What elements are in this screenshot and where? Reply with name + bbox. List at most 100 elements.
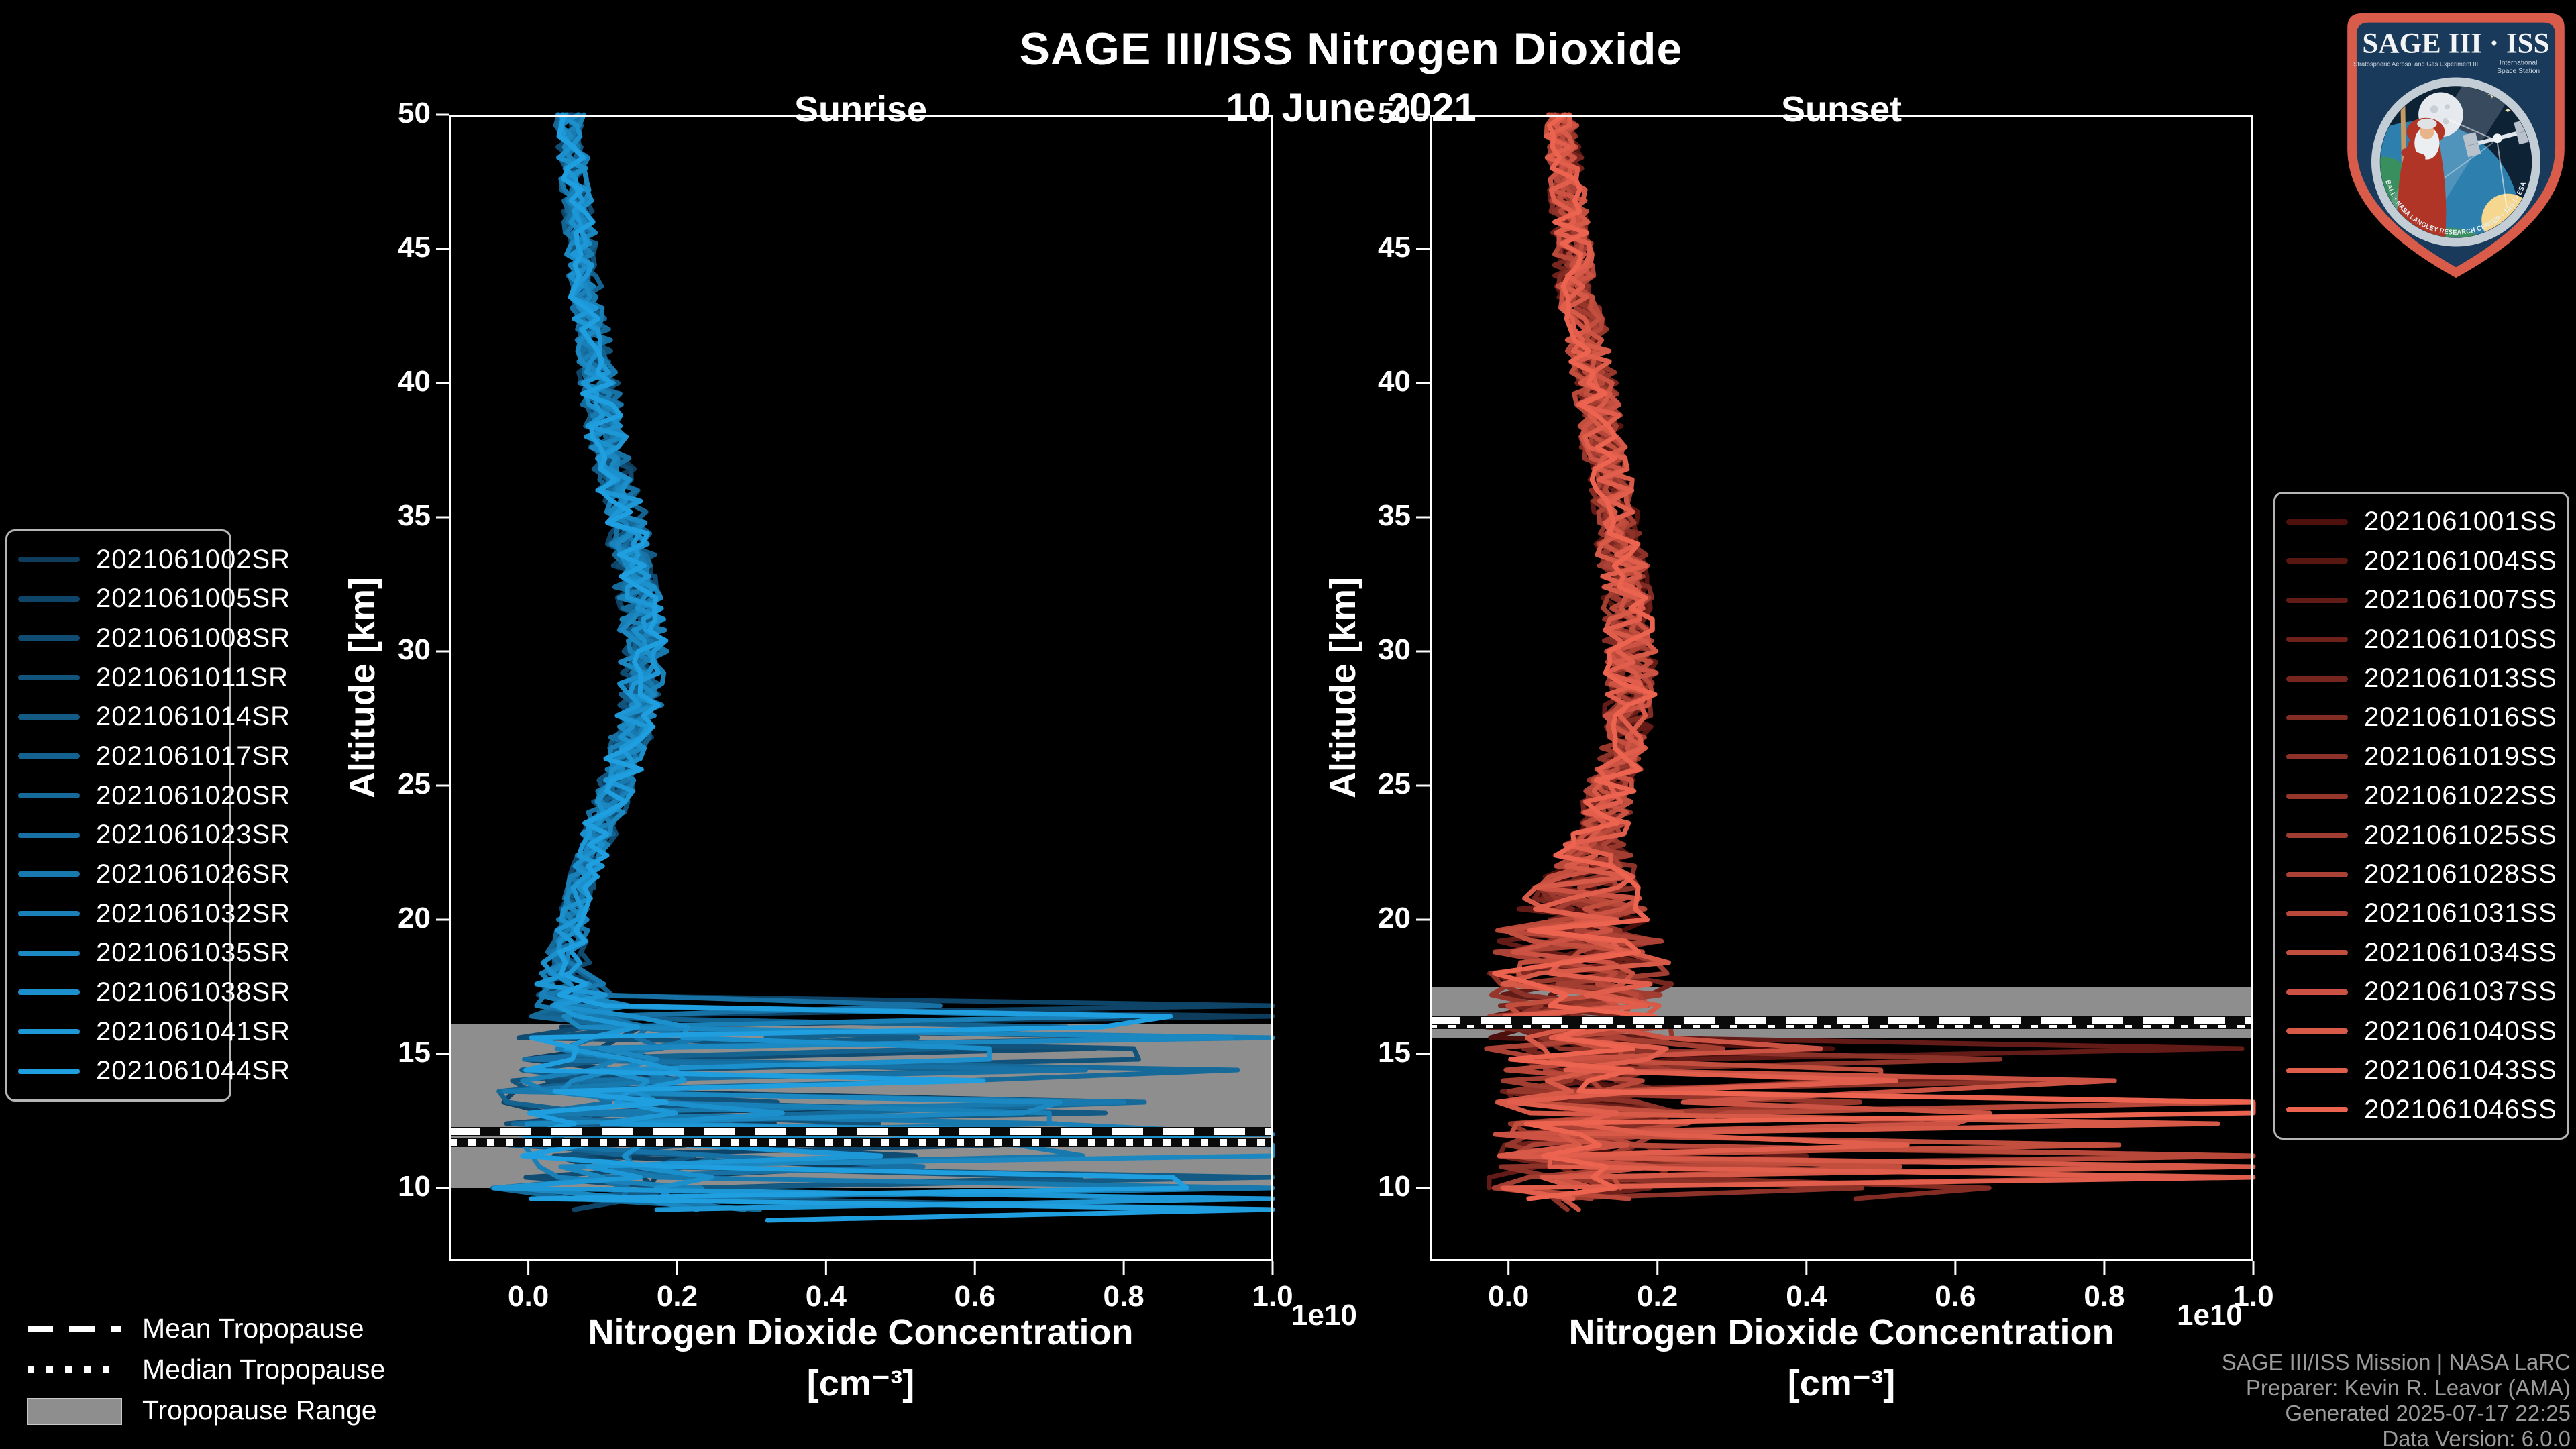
legend-item-2021061040SS: 2021061040SS [2275, 1016, 2567, 1046]
legend-label: 2021061037SS [2364, 977, 2557, 1007]
legend-label: 2021061013SS [2364, 663, 2557, 694]
legend-line-swatch [18, 675, 80, 681]
legend-item-2021061038SR: 2021061038SR [7, 977, 290, 1008]
legend-line-swatch [18, 911, 80, 917]
legend-item-2021061014SR: 2021061014SR [7, 702, 290, 732]
legend-label: 2021061041SR [96, 1016, 291, 1046]
legend-item-2021061007SS: 2021061007SS [2275, 585, 2567, 615]
tropopause-range-patch-icon [27, 1397, 122, 1425]
legend-line-swatch [2286, 1107, 2348, 1112]
legend-label: Median Tropopause [142, 1354, 386, 1385]
axes-spines [1430, 115, 2253, 1261]
legend-label: 2021061026SR [96, 859, 291, 889]
patch-title: SAGE III · ISS [2362, 28, 2549, 60]
legend-line-swatch [18, 635, 80, 641]
legend-label: 2021061022SS [2364, 781, 2557, 811]
y-tick-label: 40 [398, 365, 431, 398]
x-tick-label: 1.0 [2233, 1280, 2274, 1313]
legend-label: 2021061044SR [96, 1056, 291, 1086]
y-tick-label: 30 [1378, 633, 1411, 666]
patch-subtitle-left: Stratospheric Aerosol and Gas Experiment… [2353, 60, 2478, 67]
legend-label: 2021061014SR [96, 702, 291, 732]
arm [2401, 148, 2426, 162]
star-icon: ✦ [2504, 105, 2512, 115]
legend-line-swatch [18, 989, 80, 996]
y-tick-label: 25 [398, 767, 431, 800]
legend-label: 2021061017SR [96, 741, 291, 771]
footer-credits: SAGE III/ISS Mission | NASA LaRC Prepare… [1811, 1350, 2571, 1449]
legend-item-2021061011SR: 2021061011SR [7, 663, 288, 693]
legend-label: 2021061025SS [2364, 820, 2557, 850]
y-tick-label: 15 [398, 1036, 431, 1069]
footer-line-version: Data Version: 6.0.0 [2382, 1426, 2571, 1449]
footer-line-preparer: Preparer: Kevin R. Leavor (AMA) [2245, 1375, 2571, 1400]
moon-crater [2430, 105, 2438, 113]
x-tick-label: 0.4 [805, 1280, 847, 1313]
legend-label: Mean Tropopause [142, 1313, 364, 1344]
profile-line-2021061044SR [518, 112, 1275, 1223]
legend-line-swatch [2286, 558, 2348, 564]
legend-line-swatch [2286, 833, 2348, 839]
legend-line-swatch [2286, 910, 2348, 916]
legend-item-2021061037SS: 2021061037SS [2275, 977, 2567, 1007]
legend-item-2021061013SS: 2021061013SS [2275, 663, 2567, 694]
legend-label: 2021061011SR [96, 662, 289, 692]
legend-line-swatch [18, 793, 80, 799]
y-tick-label: 35 [398, 499, 431, 532]
y-tick-label: 10 [1378, 1170, 1411, 1203]
legend-line-swatch [2286, 597, 2348, 603]
legend-label: 2021061010SS [2364, 624, 2557, 654]
legend-item-2021061010SS: 2021061010SS [2275, 625, 2567, 655]
y-tick-label: 45 [1378, 231, 1411, 264]
legend-line-swatch [2286, 714, 2348, 720]
legend-line-swatch [18, 596, 80, 602]
legend-sunset-events: 2021061001SS 2021061004SS 2021061007SS 2021… [2273, 492, 2569, 1140]
legend-item-2021061017SR: 2021061017SR [7, 741, 290, 771]
legend-item-2021061002SR: 2021061002SR [7, 545, 290, 575]
legend-item-2021061035SR: 2021061035SR [7, 938, 290, 968]
y-tick-label: 50 [1378, 97, 1411, 129]
legend-line-swatch [18, 753, 80, 759]
moon-crater [2445, 104, 2451, 110]
legend-item-2021061004SS: 2021061004SS [2275, 546, 2567, 576]
legend-item-2021061043SS: 2021061043SS [2275, 1055, 2567, 1085]
x-tick-label: 0.0 [1488, 1280, 1529, 1313]
sunset-plot-area: 50 45 40 35 30 25 20 15 10 0.0 0.2 0.4 0.6 0.8 1.0 [1378, 97, 2274, 1313]
legend-label: 2021061038SR [96, 977, 291, 1007]
x-tick-label: 0.6 [954, 1280, 996, 1313]
legend-label: 2021061020SR [96, 780, 291, 810]
legend-label: 2021061034SS [2364, 937, 2557, 967]
legend-item-2021061020SR: 2021061020SR [7, 781, 290, 811]
iss-icon [2463, 119, 2532, 158]
legend-item-2021061001SS: 2021061001SS [2275, 506, 2567, 537]
y-tick-label: 15 [1378, 1036, 1411, 1069]
legend-line-swatch [2286, 989, 2348, 995]
legend-label: 2021061008SR [96, 623, 291, 653]
legend-line-swatch [2286, 793, 2348, 799]
sunrise-plot-area: 50 45 40 35 30 25 20 15 10 0.0 0.2 0.4 0.6 0.8 1.0 [398, 97, 1293, 1313]
mean-tropopause-dash-icon [28, 1325, 121, 1332]
legend-line-swatch [2286, 1067, 2348, 1073]
x-tick-label: 0.4 [1786, 1280, 1827, 1313]
legend-label: 2021061005SR [96, 584, 291, 614]
date-subtitle: 10 June 2021 [1226, 85, 1477, 130]
legend-item-2021061034SS: 2021061034SS [2275, 938, 2567, 968]
sunrise-chart-svg [436, 112, 1275, 1275]
footer-line-mission: SAGE III/ISS Mission | NASA LaRC [2221, 1350, 2571, 1375]
legend-sunrise-events: 2021061002SR 2021061005SR 2021061008SR 2021… [5, 529, 290, 1102]
legend-label: Tropopause Range [142, 1395, 377, 1426]
y-tick-label: 35 [1378, 499, 1411, 532]
x-tick-label: 0.6 [1935, 1280, 1976, 1313]
legend-item-2021061022SS: 2021061022SS [2275, 781, 2567, 811]
legend-line-swatch [18, 1029, 80, 1035]
legend-label: 2021061007SS [2364, 585, 2557, 615]
occultation-ray [2445, 117, 2496, 141]
x-tick-label: 1.0 [1252, 1280, 1293, 1313]
y-tick-label: 40 [1378, 365, 1411, 398]
legend-label: 2021061046SS [2364, 1094, 2557, 1124]
y-axis-label-sunset: Altitude [km] [1323, 577, 1363, 798]
legend-label: 2021061001SS [2364, 506, 2557, 537]
footer-line-generated: Generated 2025-07-17 22:25 [2285, 1401, 2571, 1426]
legend-item-2021061025SS: 2021061025SS [2275, 820, 2567, 851]
legend-line-swatch [18, 832, 80, 838]
